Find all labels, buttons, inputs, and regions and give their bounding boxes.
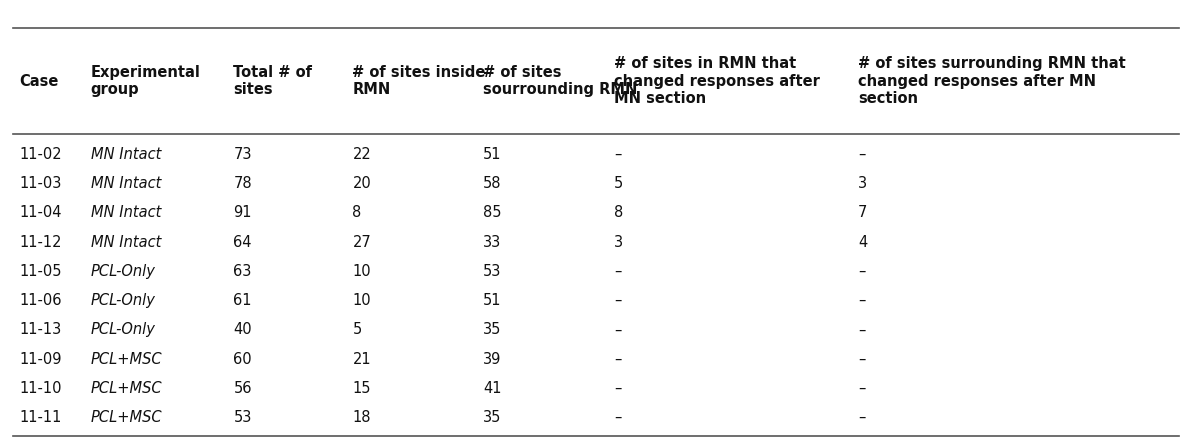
Text: 53: 53 bbox=[234, 410, 252, 425]
Text: –: – bbox=[858, 264, 865, 279]
Text: –: – bbox=[858, 322, 865, 337]
Text: 11-02: 11-02 bbox=[19, 147, 62, 162]
Text: PCL-Only: PCL-Only bbox=[91, 293, 156, 308]
Text: 53: 53 bbox=[484, 264, 502, 279]
Text: 11-11: 11-11 bbox=[19, 410, 61, 425]
Text: 4: 4 bbox=[858, 235, 868, 250]
Text: 33: 33 bbox=[484, 235, 502, 250]
Text: –: – bbox=[858, 293, 865, 308]
Text: 61: 61 bbox=[234, 293, 252, 308]
Text: 51: 51 bbox=[484, 147, 502, 162]
Text: 51: 51 bbox=[484, 293, 502, 308]
Text: Case: Case bbox=[19, 74, 59, 89]
Text: PCL+MSC: PCL+MSC bbox=[91, 381, 162, 396]
Text: 58: 58 bbox=[484, 176, 502, 191]
Text: 15: 15 bbox=[353, 381, 371, 396]
Text: –: – bbox=[858, 410, 865, 425]
Text: –: – bbox=[858, 351, 865, 367]
Text: # of sites surrounding RMN that
changed responses after MN
section: # of sites surrounding RMN that changed … bbox=[858, 56, 1126, 106]
Text: 27: 27 bbox=[353, 235, 371, 250]
Text: 11-04: 11-04 bbox=[19, 205, 61, 220]
Text: 64: 64 bbox=[234, 235, 252, 250]
Text: 91: 91 bbox=[234, 205, 252, 220]
Text: –: – bbox=[614, 293, 622, 308]
Text: # of sites
sourrounding RMN: # of sites sourrounding RMN bbox=[484, 65, 637, 97]
Text: 60: 60 bbox=[234, 351, 252, 367]
Text: PCL+MSC: PCL+MSC bbox=[91, 410, 162, 425]
Text: 63: 63 bbox=[234, 264, 252, 279]
Text: 3: 3 bbox=[614, 235, 623, 250]
Text: 11-05: 11-05 bbox=[19, 264, 61, 279]
Text: –: – bbox=[614, 381, 622, 396]
Text: –: – bbox=[858, 381, 865, 396]
Text: 11-13: 11-13 bbox=[19, 322, 61, 337]
Text: 11-12: 11-12 bbox=[19, 235, 61, 250]
Text: MN Intact: MN Intact bbox=[91, 147, 161, 162]
Text: 18: 18 bbox=[353, 410, 371, 425]
Text: 35: 35 bbox=[484, 410, 502, 425]
Text: –: – bbox=[614, 322, 622, 337]
Text: 40: 40 bbox=[234, 322, 252, 337]
Text: 11-03: 11-03 bbox=[19, 176, 61, 191]
Text: 11-09: 11-09 bbox=[19, 351, 61, 367]
Text: 8: 8 bbox=[353, 205, 361, 220]
Text: MN Intact: MN Intact bbox=[91, 235, 161, 250]
Text: 56: 56 bbox=[234, 381, 252, 396]
Text: 22: 22 bbox=[353, 147, 371, 162]
Text: 21: 21 bbox=[353, 351, 371, 367]
Text: PCL-Only: PCL-Only bbox=[91, 264, 156, 279]
Text: 11-06: 11-06 bbox=[19, 293, 61, 308]
Text: PCL+MSC: PCL+MSC bbox=[91, 351, 162, 367]
Text: 85: 85 bbox=[484, 205, 502, 220]
Text: 73: 73 bbox=[234, 147, 252, 162]
Text: Experimental
group: Experimental group bbox=[91, 65, 200, 97]
Text: 11-10: 11-10 bbox=[19, 381, 61, 396]
Text: 5: 5 bbox=[614, 176, 624, 191]
Text: 10: 10 bbox=[353, 264, 371, 279]
Text: # of sites in RMN that
changed responses after
MN section: # of sites in RMN that changed responses… bbox=[614, 56, 820, 106]
Text: MN Intact: MN Intact bbox=[91, 176, 161, 191]
Text: # of sites inside
RMN: # of sites inside RMN bbox=[353, 65, 486, 97]
Text: Total # of
sites: Total # of sites bbox=[234, 65, 312, 97]
Text: MN Intact: MN Intact bbox=[91, 205, 161, 220]
Text: 20: 20 bbox=[353, 176, 371, 191]
Text: –: – bbox=[614, 264, 622, 279]
Text: 78: 78 bbox=[234, 176, 252, 191]
Text: 8: 8 bbox=[614, 205, 624, 220]
Text: 39: 39 bbox=[484, 351, 502, 367]
Text: –: – bbox=[858, 147, 865, 162]
Text: 5: 5 bbox=[353, 322, 361, 337]
Text: –: – bbox=[614, 410, 622, 425]
Text: –: – bbox=[614, 351, 622, 367]
Text: –: – bbox=[614, 147, 622, 162]
Text: PCL-Only: PCL-Only bbox=[91, 322, 156, 337]
Text: 7: 7 bbox=[858, 205, 868, 220]
Text: 3: 3 bbox=[858, 176, 868, 191]
Text: 35: 35 bbox=[484, 322, 502, 337]
Text: 41: 41 bbox=[484, 381, 502, 396]
Text: 10: 10 bbox=[353, 293, 371, 308]
